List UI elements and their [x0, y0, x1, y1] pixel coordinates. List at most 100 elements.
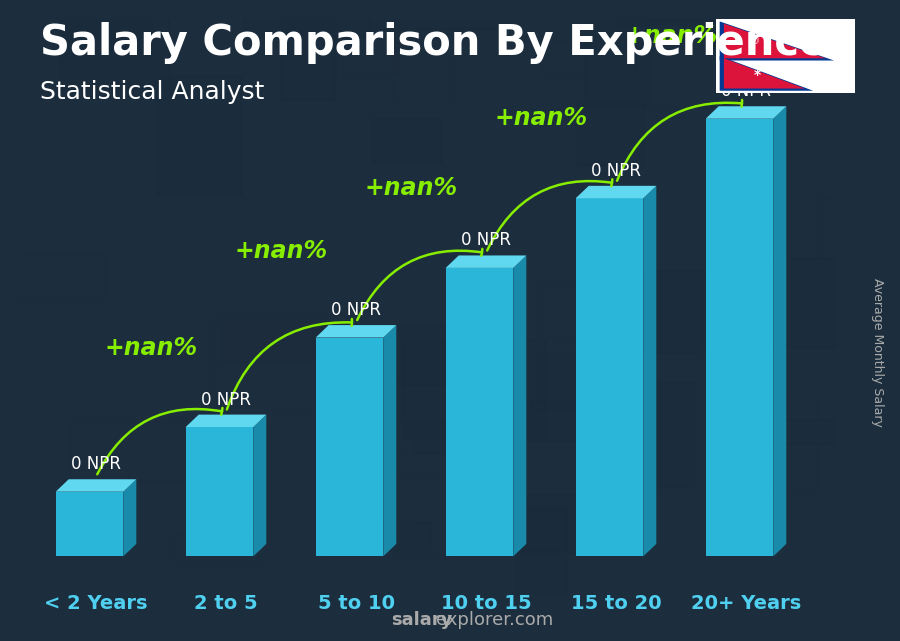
Polygon shape [724, 24, 825, 58]
Polygon shape [185, 415, 266, 427]
Bar [50, 212, 109, 244]
Bar [157, 76, 241, 194]
Text: 20+ Years: 20+ Years [691, 594, 801, 613]
Bar [368, 0, 519, 29]
Bar [484, 499, 566, 550]
Bar [60, 11, 150, 60]
Bar [373, 119, 440, 162]
Polygon shape [706, 106, 787, 119]
Bar [457, 495, 594, 552]
Bar [683, 310, 776, 399]
Bar [45, 24, 166, 96]
Bar [219, 313, 346, 361]
Text: Statistical Analyst: Statistical Analyst [40, 80, 265, 104]
Text: 2 to 5: 2 to 5 [194, 594, 257, 613]
Text: +nan%: +nan% [624, 24, 717, 47]
Bar [746, 399, 817, 494]
Text: 0 NPR: 0 NPR [461, 231, 511, 249]
Text: +nan%: +nan% [234, 240, 328, 263]
Bar [584, 0, 724, 106]
Bar [744, 198, 817, 233]
Text: 10 to 15: 10 to 15 [441, 594, 531, 613]
Bar [640, 271, 703, 353]
Polygon shape [383, 325, 396, 556]
Polygon shape [56, 492, 123, 556]
Bar [716, 302, 868, 394]
Text: 0 NPR: 0 NPR [331, 301, 381, 319]
Bar [613, 349, 654, 438]
Bar [239, 449, 322, 478]
Bar [209, 322, 335, 412]
Text: < 2 Years: < 2 Years [44, 594, 148, 613]
Bar [266, 192, 357, 316]
Bar [530, 353, 577, 408]
Bar [654, 381, 694, 488]
Polygon shape [316, 325, 396, 338]
Bar [392, 38, 454, 104]
Bar [798, 22, 851, 140]
Bar [699, 351, 843, 415]
Bar [730, 0, 796, 81]
Polygon shape [576, 186, 656, 198]
Bar [218, 367, 346, 394]
Bar [623, 387, 725, 481]
Bar [704, 437, 764, 479]
Bar [669, 155, 816, 244]
Polygon shape [644, 186, 656, 556]
Bar [766, 419, 881, 444]
Bar [341, 0, 398, 74]
Bar [616, 0, 715, 24]
Bar [113, 196, 156, 310]
Bar [687, 10, 798, 116]
Bar [70, 421, 187, 481]
Bar [517, 400, 590, 442]
Polygon shape [513, 256, 526, 556]
Text: 0 NPR: 0 NPR [721, 82, 771, 100]
Bar [286, 281, 355, 347]
Polygon shape [576, 198, 644, 556]
Bar [499, 0, 605, 45]
Text: 5 to 10: 5 to 10 [318, 594, 394, 613]
Bar [424, 74, 504, 192]
Polygon shape [720, 56, 814, 91]
Polygon shape [446, 256, 526, 268]
Text: Salary Comparison By Experience: Salary Comparison By Experience [40, 22, 828, 65]
Bar [280, 4, 335, 99]
Bar [650, 22, 776, 115]
Polygon shape [253, 415, 266, 556]
Bar [102, 531, 215, 587]
Bar [577, 102, 644, 165]
Bar [323, 0, 448, 38]
Polygon shape [720, 21, 834, 60]
Bar [820, 0, 888, 31]
Bar [245, 0, 370, 37]
Text: Average Monthly Salary: Average Monthly Salary [871, 278, 884, 427]
Polygon shape [123, 479, 136, 556]
Bar [816, 197, 900, 279]
Text: 15 to 20: 15 to 20 [571, 594, 662, 613]
Text: *: * [754, 68, 760, 82]
Bar [214, 425, 279, 506]
Bar [469, 283, 612, 342]
Bar [765, 258, 845, 347]
Bar [166, 0, 269, 74]
Polygon shape [446, 268, 513, 556]
Bar [829, 174, 898, 298]
Bar [17, 254, 105, 301]
Polygon shape [724, 58, 805, 88]
Bar [311, 429, 411, 530]
Bar [542, 40, 636, 76]
Bar [460, 79, 572, 198]
Bar [59, 0, 169, 89]
Bar [656, 0, 800, 46]
Bar [516, 510, 567, 601]
Text: +nan%: +nan% [494, 106, 587, 130]
Polygon shape [56, 479, 136, 492]
Text: salary: salary [392, 612, 453, 629]
Bar [348, 0, 487, 76]
Bar [325, 476, 454, 556]
Bar [71, 388, 209, 416]
Bar [173, 534, 258, 563]
Polygon shape [185, 427, 253, 556]
Bar [720, 337, 778, 417]
